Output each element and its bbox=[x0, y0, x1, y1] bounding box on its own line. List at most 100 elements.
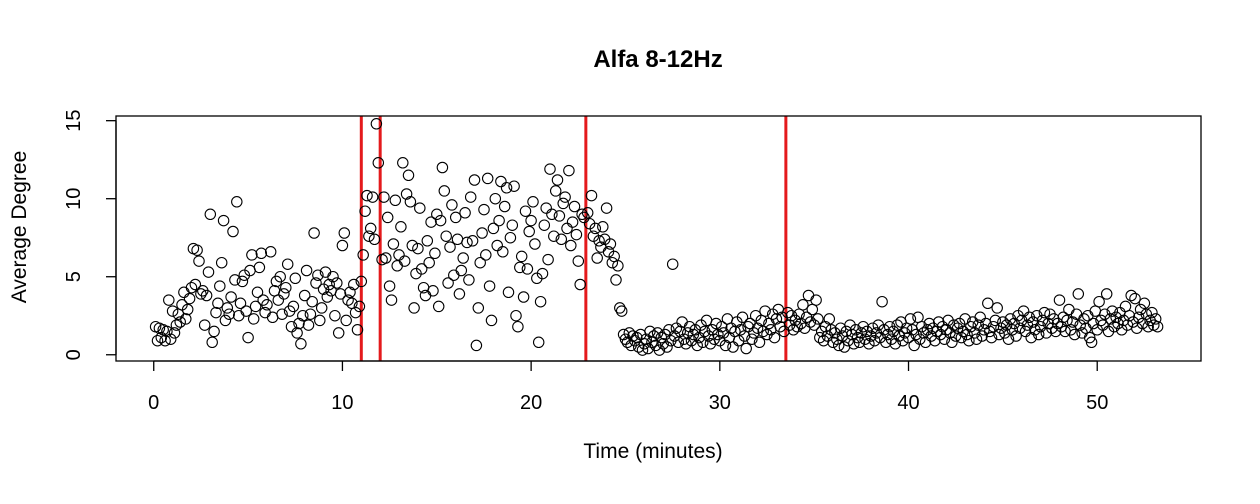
data-point-500 bbox=[1100, 288, 1113, 300]
data-point-456 bbox=[1017, 305, 1030, 317]
data-point-190 bbox=[512, 320, 524, 333]
data-point-127 bbox=[393, 249, 405, 261]
data-point-426 bbox=[961, 328, 973, 341]
data-point-54 bbox=[251, 286, 264, 299]
data-point-173 bbox=[480, 249, 492, 261]
data-point-159 bbox=[453, 288, 466, 300]
data-point-307 bbox=[734, 324, 747, 336]
data-point-101 bbox=[342, 294, 354, 306]
data-point-275 bbox=[674, 325, 686, 338]
data-point-383 bbox=[880, 336, 892, 349]
data-point-90 bbox=[321, 291, 334, 303]
data-point-204 bbox=[538, 219, 551, 231]
data-point-274 bbox=[672, 336, 685, 349]
data-point-482 bbox=[1066, 316, 1079, 328]
data-point-163 bbox=[461, 236, 473, 249]
data-point-181 bbox=[495, 175, 507, 188]
data-point-130 bbox=[398, 255, 411, 267]
data-point-357 bbox=[831, 333, 843, 345]
data-point-445 bbox=[997, 316, 1009, 328]
data-point-423 bbox=[955, 331, 968, 344]
data-point-310 bbox=[740, 342, 752, 355]
data-point-503 bbox=[1106, 305, 1119, 317]
data-point-331 bbox=[782, 306, 794, 319]
data-point-361 bbox=[838, 341, 851, 353]
chart-title: Alfa 8-12Hz bbox=[593, 46, 722, 73]
data-point-258 bbox=[642, 342, 654, 355]
data-point-203 bbox=[536, 267, 549, 280]
x-tick-label-50: 50 bbox=[1086, 392, 1108, 414]
data-point-167 bbox=[468, 174, 481, 186]
data-point-392 bbox=[897, 334, 909, 347]
data-point-214 bbox=[557, 197, 569, 210]
data-point-404 bbox=[919, 336, 932, 349]
data-point-230 bbox=[589, 222, 602, 235]
data-point-93 bbox=[327, 270, 339, 283]
data-point-5 bbox=[159, 334, 171, 347]
data-point-290 bbox=[702, 330, 715, 342]
data-point-45 bbox=[234, 297, 247, 310]
data-point-77 bbox=[297, 309, 309, 322]
data-point-288 bbox=[698, 325, 711, 338]
data-point-92 bbox=[325, 285, 337, 297]
data-point-7 bbox=[163, 294, 175, 306]
data-point-517 bbox=[1132, 311, 1145, 324]
data-point-104 bbox=[348, 278, 360, 291]
data-point-377 bbox=[868, 334, 881, 347]
x-tick-label-20: 20 bbox=[520, 392, 542, 414]
data-point-195 bbox=[521, 263, 534, 275]
data-point-18 bbox=[183, 292, 196, 305]
data-point-191 bbox=[514, 261, 526, 274]
data-point-232 bbox=[593, 235, 605, 247]
data-point-36 bbox=[217, 214, 230, 227]
data-point-205 bbox=[540, 202, 552, 214]
data-point-126 bbox=[391, 260, 403, 272]
data-point-11 bbox=[170, 319, 183, 331]
data-point-308 bbox=[736, 311, 749, 324]
data-point-492 bbox=[1085, 336, 1098, 349]
data-point-343 bbox=[804, 316, 817, 328]
data-point-334 bbox=[787, 324, 800, 336]
data-point-294 bbox=[710, 317, 722, 330]
data-point-236 bbox=[600, 202, 613, 214]
data-point-244 bbox=[615, 305, 628, 317]
data-point-211 bbox=[551, 174, 564, 186]
data-point-98 bbox=[336, 239, 349, 252]
data-point-161 bbox=[457, 252, 469, 264]
data-point-220 bbox=[568, 200, 581, 213]
data-point-177 bbox=[487, 222, 500, 235]
data-point-49 bbox=[242, 331, 254, 344]
data-point-207 bbox=[544, 163, 556, 175]
data-point-117 bbox=[372, 157, 385, 169]
data-point-76 bbox=[295, 338, 307, 350]
data-point-122 bbox=[383, 280, 396, 292]
data-point-346 bbox=[810, 294, 822, 306]
data-point-446 bbox=[999, 327, 1011, 339]
data-point-367 bbox=[849, 324, 862, 336]
data-point-222 bbox=[572, 255, 585, 267]
data-point-42 bbox=[229, 274, 241, 286]
data-point-133 bbox=[404, 196, 417, 208]
data-point-67 bbox=[278, 288, 290, 300]
y-tick-label-5: 5 bbox=[63, 271, 85, 282]
data-point-400 bbox=[912, 311, 924, 324]
data-point-111 bbox=[361, 189, 373, 202]
data-point-149 bbox=[434, 214, 447, 227]
data-point-467 bbox=[1038, 306, 1051, 319]
data-point-29 bbox=[204, 208, 217, 221]
data-point-6 bbox=[161, 325, 173, 338]
data-point-398 bbox=[908, 339, 920, 352]
data-point-221 bbox=[570, 228, 583, 241]
data-point-355 bbox=[827, 336, 839, 349]
data-point-521 bbox=[1140, 308, 1153, 320]
data-point-226 bbox=[581, 207, 594, 219]
data-point-68 bbox=[280, 281, 292, 294]
data-point-299 bbox=[719, 339, 732, 352]
data-point-276 bbox=[676, 316, 688, 328]
data-point-513 bbox=[1125, 289, 1137, 302]
data-point-441 bbox=[989, 314, 1002, 327]
data-point-475 bbox=[1053, 294, 1066, 306]
data-point-231 bbox=[591, 252, 603, 264]
data-point-287 bbox=[697, 336, 709, 349]
